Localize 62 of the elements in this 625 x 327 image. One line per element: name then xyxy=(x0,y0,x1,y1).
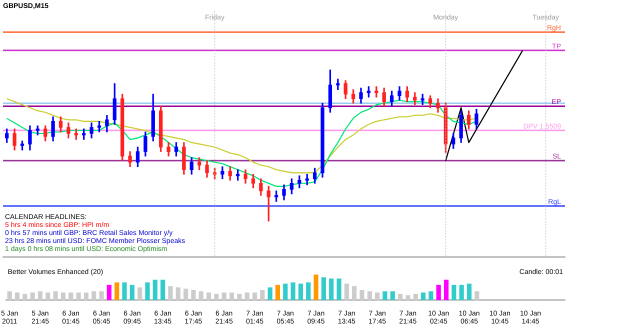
bar xyxy=(138,287,142,300)
bar xyxy=(406,295,410,300)
bar xyxy=(444,280,449,300)
bar xyxy=(38,291,43,300)
bar xyxy=(46,292,50,300)
bar xyxy=(122,282,127,300)
bar xyxy=(229,292,234,300)
bar xyxy=(206,292,212,300)
bar xyxy=(314,274,318,300)
bar xyxy=(7,291,12,300)
bar xyxy=(244,292,250,300)
bar xyxy=(145,282,150,300)
bar xyxy=(252,292,258,300)
bar xyxy=(474,291,480,300)
bar xyxy=(53,291,58,300)
bar xyxy=(436,284,441,300)
bar xyxy=(114,282,120,300)
bar xyxy=(60,292,66,300)
bar xyxy=(298,284,303,300)
bar xyxy=(22,294,28,300)
bar xyxy=(130,284,134,300)
bar xyxy=(428,291,434,300)
bar xyxy=(84,292,88,300)
bar xyxy=(237,294,242,300)
bar xyxy=(14,292,20,300)
bar xyxy=(168,286,173,300)
bar xyxy=(413,294,418,300)
bar xyxy=(420,292,426,300)
bar xyxy=(92,291,96,300)
bar xyxy=(466,284,472,300)
bar xyxy=(375,292,380,300)
bar xyxy=(160,280,166,300)
bar xyxy=(352,286,357,300)
bar xyxy=(459,284,464,300)
bar xyxy=(398,294,403,300)
bar xyxy=(176,287,180,300)
bar xyxy=(268,287,272,300)
bar xyxy=(99,291,104,300)
bar xyxy=(382,291,388,300)
bar xyxy=(76,292,81,300)
bar xyxy=(290,282,296,300)
bar xyxy=(283,284,288,300)
bar xyxy=(329,278,334,300)
bar xyxy=(68,292,74,300)
bar xyxy=(360,290,364,300)
bar xyxy=(260,290,265,300)
bar xyxy=(452,284,456,300)
bar xyxy=(321,277,326,300)
bar xyxy=(275,284,280,300)
bar xyxy=(198,291,204,300)
bar xyxy=(367,291,372,300)
bar xyxy=(106,284,112,300)
bar xyxy=(344,284,349,300)
bar xyxy=(183,288,188,300)
bar xyxy=(306,282,311,300)
bar xyxy=(390,291,395,300)
bar xyxy=(336,278,342,300)
bar xyxy=(214,294,219,300)
bar xyxy=(191,290,196,300)
bar xyxy=(222,292,226,300)
bar xyxy=(152,280,158,300)
bar xyxy=(30,292,35,300)
